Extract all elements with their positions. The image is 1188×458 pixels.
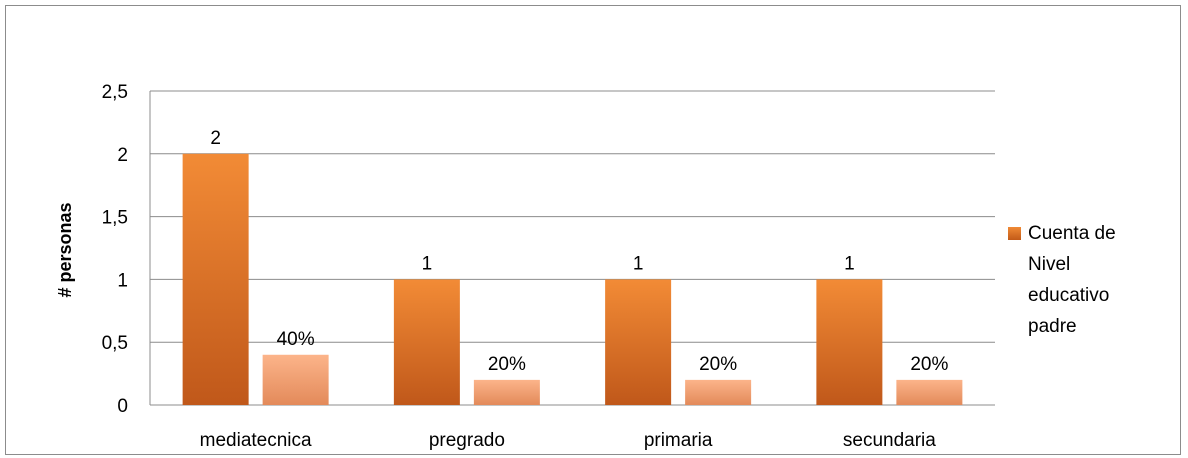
legend-label-line: Nivel	[1028, 254, 1071, 275]
legend-label: Cuenta de Nivel educativo padre	[1028, 218, 1168, 342]
x-tick-label: secundaria	[843, 430, 936, 451]
y-tick-label: 1,5	[102, 208, 128, 229]
bar-count	[605, 279, 672, 405]
legend-label-line: Cuenta de	[1028, 223, 1116, 244]
bar-count	[182, 153, 249, 405]
y-tick-label: 0,5	[102, 333, 128, 354]
y-tick-label: 2,5	[102, 82, 128, 103]
x-tick-label: mediatecnica	[200, 430, 312, 451]
data-label-count: 1	[633, 253, 644, 274]
data-label-count: 1	[422, 253, 433, 274]
legend-swatch	[1008, 227, 1021, 240]
data-label-count: 1	[844, 253, 855, 274]
y-tick-label: 1	[117, 270, 128, 291]
data-label-percent: 20%	[699, 354, 737, 375]
bar-percent	[262, 354, 329, 405]
y-tick-label: 0	[117, 396, 128, 417]
legend-label-line: educativo	[1028, 285, 1110, 306]
data-label-percent: 20%	[910, 354, 948, 375]
y-tick-label: 2	[117, 145, 128, 166]
data-label-percent: 40%	[277, 329, 315, 350]
bar-count	[816, 279, 883, 405]
data-label-count: 2	[210, 128, 221, 149]
labels: 0 0,5 1 1,5 2 2,5 2 40% mediatecnica 1 20% pregrado…	[102, 82, 949, 451]
x-tick-label: primaria	[644, 430, 713, 451]
bar-count	[393, 279, 460, 405]
bar-percent	[896, 379, 963, 405]
x-tick-label: pregrado	[429, 430, 505, 451]
data-label-percent: 20%	[488, 354, 526, 375]
bars	[182, 153, 963, 405]
y-axis-title: # personas	[55, 202, 75, 297]
legend-label-line: padre	[1028, 316, 1077, 337]
bar-percent	[685, 379, 752, 405]
bar-percent	[473, 379, 540, 405]
